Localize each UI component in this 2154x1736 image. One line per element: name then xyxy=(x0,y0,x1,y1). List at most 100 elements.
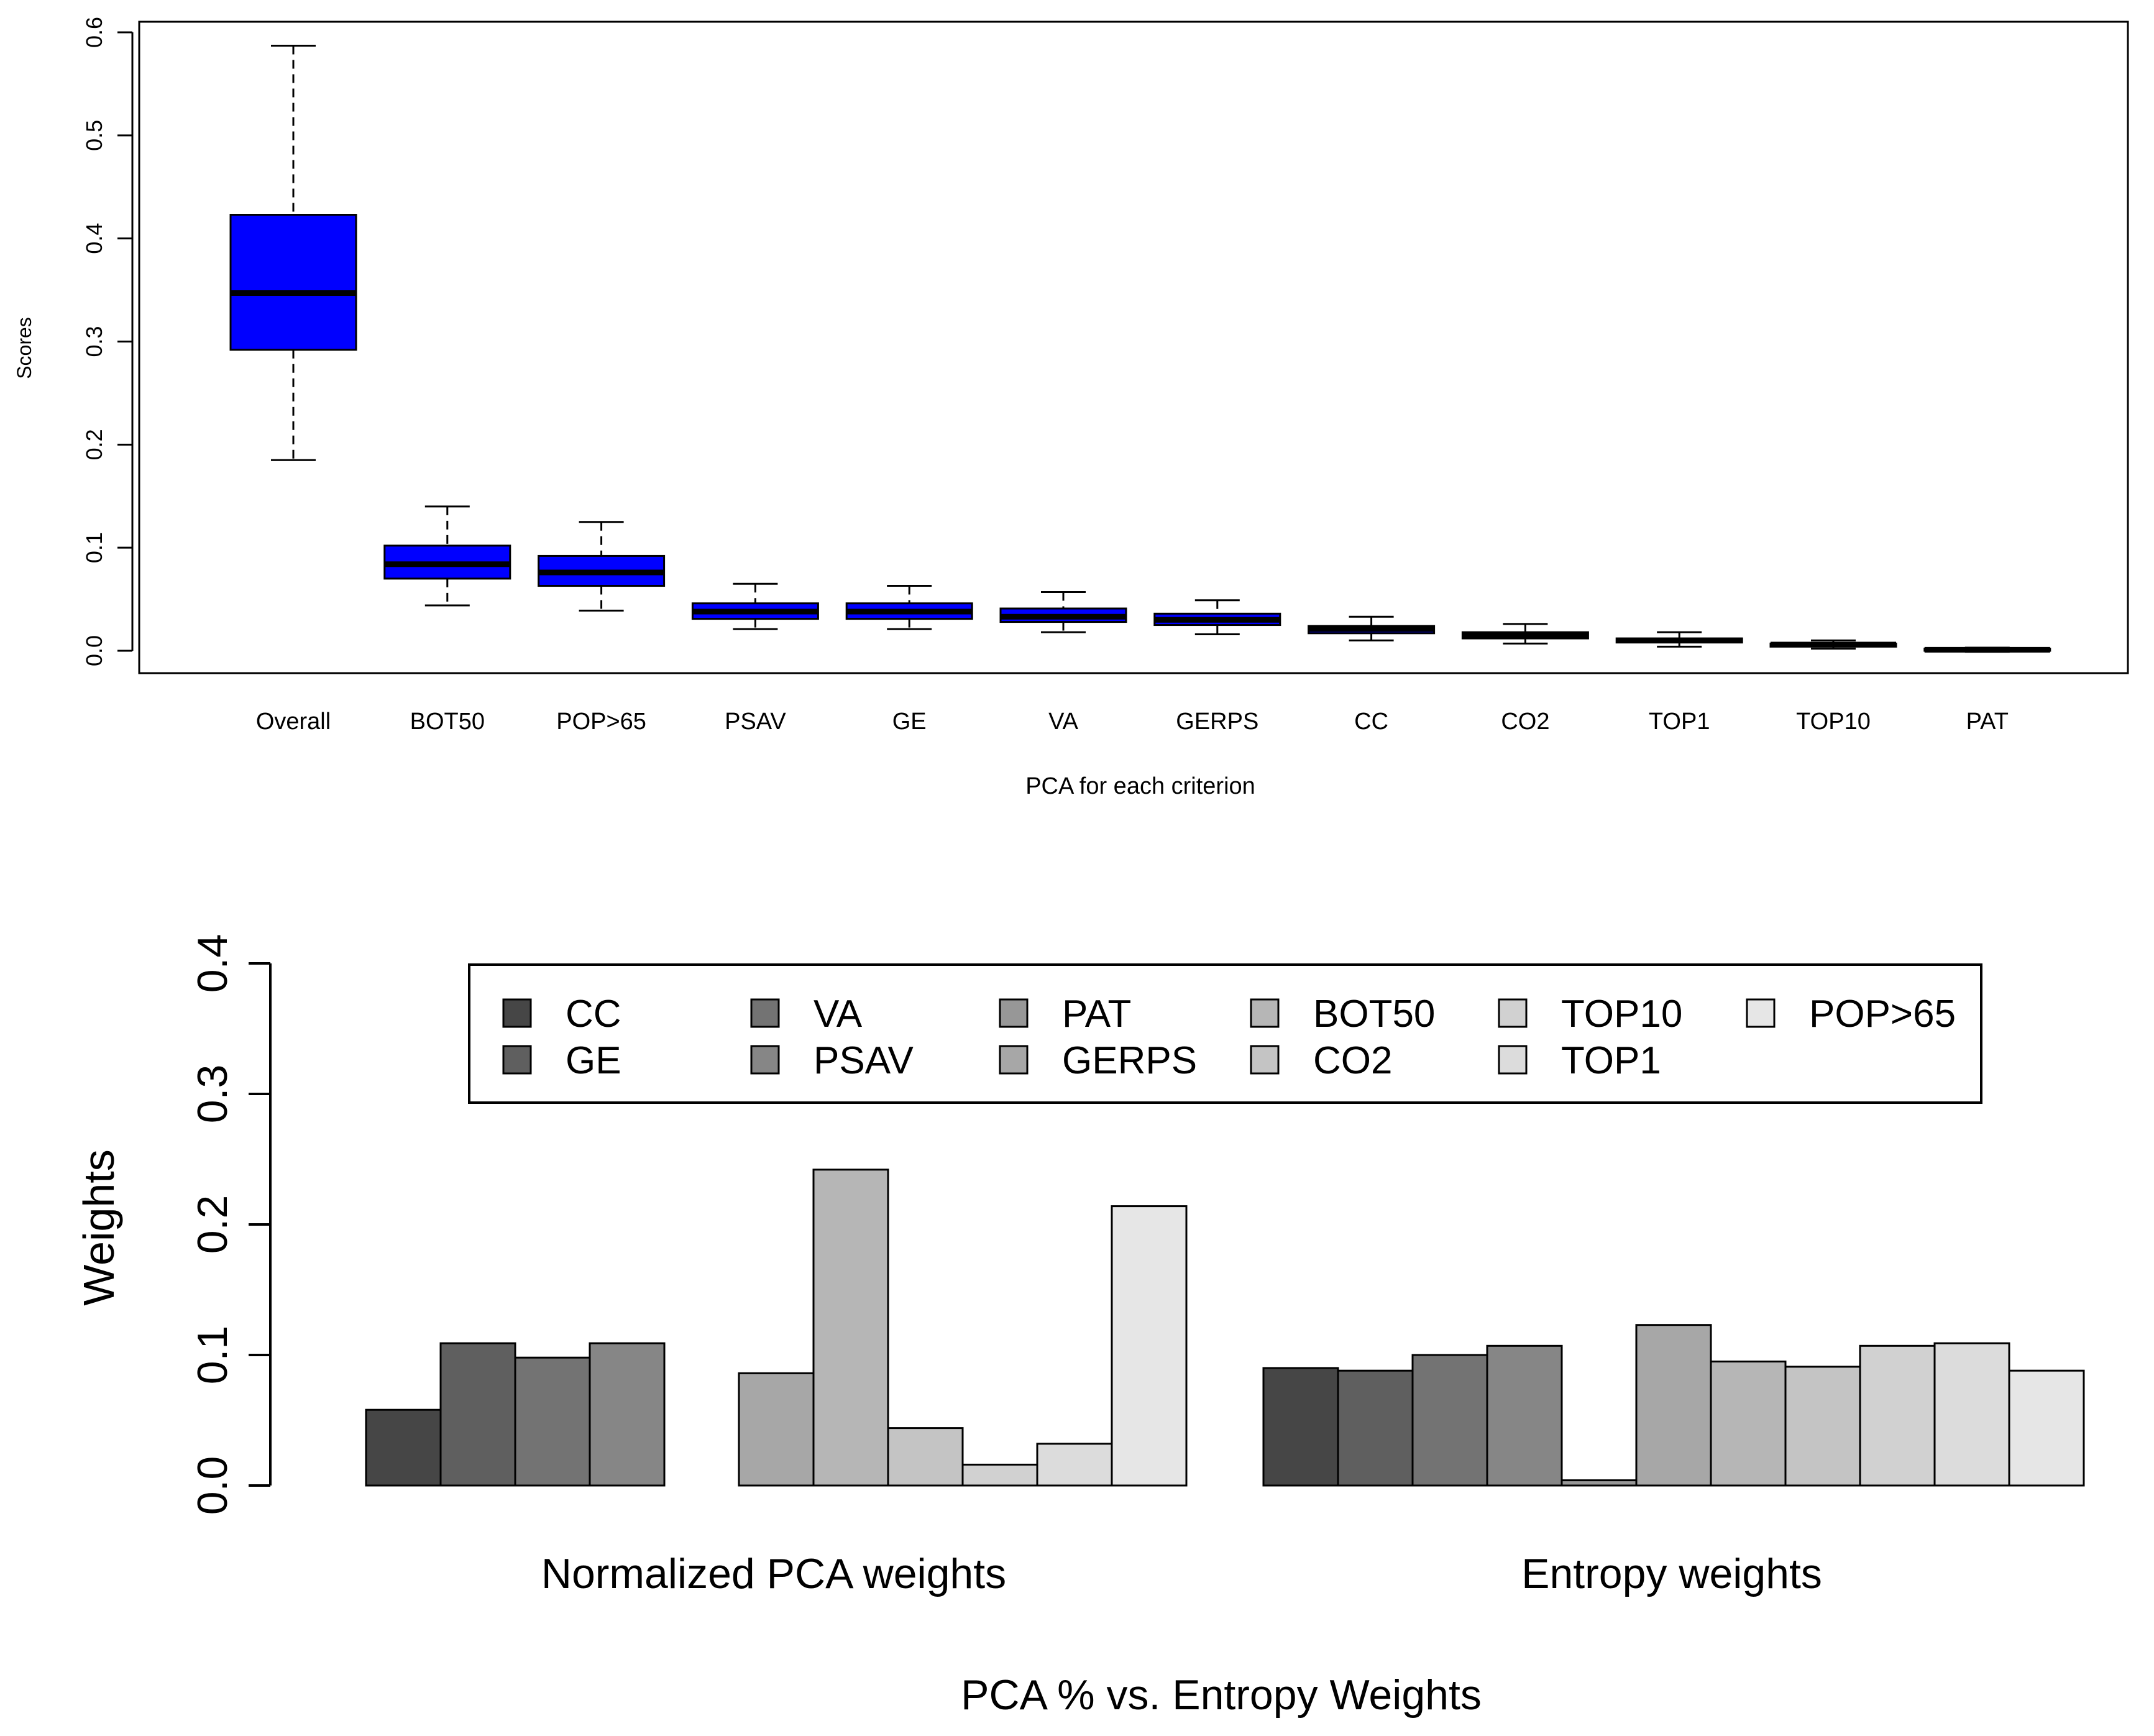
boxplot-y-tick-label: 0.4 xyxy=(81,223,107,254)
legend-box xyxy=(468,963,1982,1104)
boxplot-y-axis-label: Scores xyxy=(13,317,35,379)
boxplot-y-tick-label: 0.5 xyxy=(81,120,107,151)
legend-item-cc: CC xyxy=(502,993,621,1036)
bar-va-pca xyxy=(514,1356,591,1487)
legend-item-bot50: BOT50 xyxy=(1250,993,1435,1036)
box-pat xyxy=(1923,646,2051,653)
bar-pop-65-pca xyxy=(1111,1205,1188,1487)
legend-swatch xyxy=(750,1045,780,1075)
boxplot-x-tick-label: VA xyxy=(1048,709,1079,735)
legend-label: GERPS xyxy=(1062,1039,1197,1082)
legend-item-pat: PAT xyxy=(999,993,1131,1036)
bar-y-tick-label: 0.4 xyxy=(189,934,236,993)
boxplot-x-tick-label: CC xyxy=(1354,709,1388,735)
bar-top10-pca xyxy=(961,1463,1038,1487)
legend-swatch xyxy=(1498,998,1528,1028)
boxplot-x-tick-label: BOT50 xyxy=(410,709,485,735)
boxplot-y-tick-label: 0.1 xyxy=(81,532,107,563)
legend-item-co2: CO2 xyxy=(1250,1039,1392,1082)
bar-co2-entropy xyxy=(1784,1366,1861,1487)
legend-label: PSAV xyxy=(813,1039,914,1082)
box-va xyxy=(999,590,1127,633)
legend-swatch xyxy=(1250,998,1280,1028)
bar-chart: 0.0 0.1 0.2 0.3 0.4 Normalized PCA weights E… xyxy=(75,934,2085,1719)
boxplot-boxes xyxy=(229,45,2051,653)
legend-label: CO2 xyxy=(1313,1039,1392,1082)
bar-x-axis-label: PCA % vs. Entropy Weights xyxy=(961,1671,1482,1719)
bar-y-tick-label: 0.1 xyxy=(189,1326,236,1385)
legend-item-gerps: GERPS xyxy=(999,1039,1197,1082)
box-pop-65 xyxy=(538,521,666,612)
boxplot-x-tick-label: GERPS xyxy=(1176,709,1258,735)
boxplot-x-tick-label: PSAV xyxy=(725,709,786,735)
bar-bot50-entropy xyxy=(1710,1361,1787,1487)
boxplot-chart: 0.0 0.1 0.2 0.3 0.4 0.5 0.6 Overall BOT50 POP>65… xyxy=(13,17,2129,799)
legend-label: PAT xyxy=(1062,993,1131,1036)
bar-cc-pca xyxy=(365,1408,442,1487)
bar-psav-pca xyxy=(589,1342,666,1487)
box-gerps xyxy=(1153,599,1281,635)
bar-group-label-0: Normalized PCA weights xyxy=(541,1550,1006,1597)
bar-bars xyxy=(365,1169,2085,1487)
bar-gerps-pca xyxy=(738,1372,815,1487)
legend-swatch xyxy=(999,998,1029,1028)
legend-item-va: VA xyxy=(750,993,863,1036)
box-ge xyxy=(845,585,973,630)
bar-y-axis-label: Weights xyxy=(75,1149,123,1306)
boxplot-y-tick-label: 0.2 xyxy=(81,429,107,460)
boxplot-x-tick-label: CO2 xyxy=(1501,709,1549,735)
bar-ge-pca xyxy=(439,1342,516,1487)
boxplot-frame xyxy=(138,21,2129,674)
boxplot-y-tick-label: 0.6 xyxy=(81,17,107,48)
legend-label: TOP1 xyxy=(1561,1039,1661,1082)
bar-y-tick-label: 0.0 xyxy=(189,1456,236,1515)
boxplot-x-tick-label: POP>65 xyxy=(556,709,646,735)
legend-swatch xyxy=(502,1045,532,1075)
boxplot-x-tick-label: TOP1 xyxy=(1649,709,1710,735)
box-top1 xyxy=(1615,631,1743,648)
bar-top10-entropy xyxy=(1859,1344,1936,1487)
box-cc xyxy=(1308,615,1436,641)
boxplot-x-tick-label: GE xyxy=(892,709,927,735)
boxplot-x-tick-label: Overall xyxy=(256,709,331,735)
bar-va-entropy xyxy=(1411,1354,1488,1487)
legend-swatch xyxy=(502,998,532,1028)
bar-pop-65-entropy xyxy=(2008,1369,2085,1487)
legend-label: POP>65 xyxy=(1809,993,1956,1036)
bar-pat-entropy xyxy=(1561,1479,1638,1487)
boxplot-x-axis-label: PCA for each criterion xyxy=(1025,773,1255,799)
legend-item-pop-65: POP>65 xyxy=(1746,993,1956,1036)
boxplot-x-tick-label: TOP10 xyxy=(1796,709,1871,735)
box-top10 xyxy=(1769,639,1897,650)
legend-label: TOP10 xyxy=(1561,993,1682,1036)
legend-item-psav: PSAV xyxy=(750,1039,914,1082)
legend-swatch xyxy=(1250,1045,1280,1075)
bar-ge-entropy xyxy=(1337,1369,1414,1487)
legend-item-top10: TOP10 xyxy=(1498,993,1682,1036)
legend-label: VA xyxy=(813,993,863,1036)
box-bot50 xyxy=(383,505,511,607)
bar-cc-entropy xyxy=(1262,1367,1339,1487)
bar-y-tick-label: 0.3 xyxy=(189,1065,236,1124)
boxplot-y-tick-label: 0.0 xyxy=(81,635,107,666)
box-psav xyxy=(691,582,819,630)
bar-co2-pca xyxy=(887,1427,964,1487)
legend-label: GE xyxy=(566,1039,621,1082)
legend-item-top1: TOP1 xyxy=(1498,1039,1661,1082)
legend-label: CC xyxy=(566,993,621,1036)
box-overall xyxy=(229,45,357,461)
bar-y-axis: 0.0 0.1 0.2 0.3 0.4 xyxy=(189,934,272,1515)
bar-top1-pca xyxy=(1036,1443,1113,1487)
legend-label: BOT50 xyxy=(1313,993,1435,1036)
legend-swatch xyxy=(1498,1045,1528,1075)
legend-item-ge: GE xyxy=(502,1039,621,1082)
boxplot-x-tick-label: PAT xyxy=(1966,709,2009,735)
bar-y-tick-label: 0.2 xyxy=(189,1195,236,1254)
bar-top1-entropy xyxy=(1933,1342,2010,1487)
iqr-box xyxy=(229,214,357,351)
boxplot-y-tick-label: 0.3 xyxy=(81,326,107,357)
bar-group-label-1: Entropy weights xyxy=(1521,1550,1822,1597)
boxplot-x-tick-labels: Overall BOT50 POP>65 PSAV GE VA GERPS CC CO2 TOP1… xyxy=(256,709,2009,735)
